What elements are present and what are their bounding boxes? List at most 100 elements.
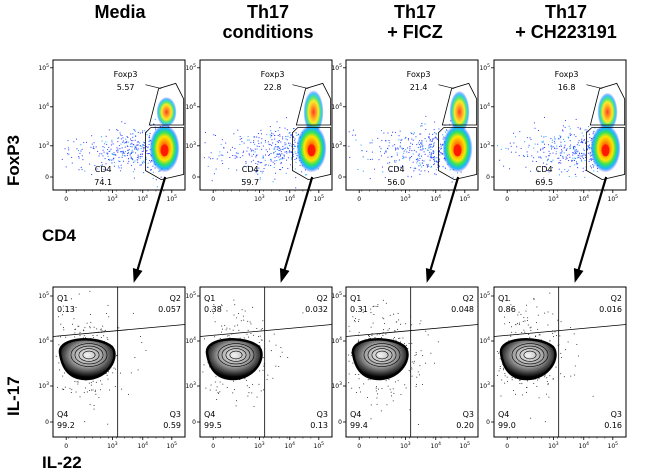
event-dot — [281, 157, 283, 159]
event-dot — [560, 141, 562, 143]
event-dot — [435, 174, 437, 176]
event-dot — [142, 130, 144, 132]
event-dot — [523, 156, 525, 158]
event-dot — [551, 139, 553, 141]
x-tick-label: 103 — [548, 441, 559, 450]
cd4-gate-name: CD4 — [95, 165, 112, 174]
event-dot — [121, 156, 123, 158]
event-dot — [431, 140, 433, 142]
event-dot — [435, 169, 437, 171]
event-dot — [89, 152, 91, 154]
event-dot — [137, 144, 139, 146]
event-dot — [145, 157, 147, 159]
event-dot — [102, 146, 104, 148]
event-dot — [64, 386, 66, 388]
event-dot — [424, 153, 426, 155]
tick-base: 10 — [285, 443, 293, 450]
event-dot — [580, 141, 582, 143]
event-dot — [574, 157, 576, 159]
event-dot — [525, 310, 527, 312]
event-dot — [136, 144, 138, 146]
event-dot — [359, 391, 361, 393]
event-dot — [420, 164, 422, 166]
event-dot — [560, 136, 562, 138]
x-tick-label: 0 — [64, 443, 68, 450]
event-dot — [280, 151, 282, 153]
event-dot — [590, 167, 592, 169]
event-dot — [575, 175, 577, 177]
event-dot — [511, 331, 513, 333]
event-dot — [370, 312, 372, 313]
event-dot — [564, 169, 566, 171]
event-dot — [107, 378, 109, 380]
tick-base: 10 — [314, 443, 322, 450]
event-dot — [562, 125, 564, 127]
event-dot — [248, 139, 250, 141]
event-dot — [559, 137, 561, 139]
event-dot — [385, 302, 387, 304]
event-dot — [100, 331, 102, 333]
event-dot — [558, 344, 560, 346]
event-dot — [394, 161, 396, 163]
event-dot — [349, 330, 351, 332]
event-dot — [107, 155, 109, 157]
event-dot — [409, 157, 411, 159]
event-dot — [572, 146, 574, 148]
event-dot — [143, 161, 145, 163]
event-dot — [511, 379, 513, 381]
event-dot — [443, 136, 445, 138]
event-dot — [130, 133, 132, 135]
event-dot — [236, 317, 238, 319]
event-dot — [424, 138, 426, 140]
event-dot — [262, 357, 264, 359]
event-dot — [144, 130, 146, 132]
event-dot — [558, 162, 560, 164]
event-dot — [425, 148, 427, 150]
event-dot — [362, 156, 364, 158]
event-dot — [433, 159, 435, 161]
event-dot — [281, 153, 283, 155]
event-dot — [574, 150, 576, 152]
event-dot — [562, 157, 564, 159]
event-dot — [90, 146, 92, 148]
event-dot — [559, 335, 561, 337]
event-dot — [589, 158, 591, 160]
event-dot — [119, 148, 121, 150]
event-dot — [268, 340, 270, 342]
event-dot — [398, 135, 400, 137]
event-dot — [158, 170, 160, 172]
event-dot — [572, 152, 574, 154]
event-dot — [130, 372, 132, 374]
quadrant-q2-value: 0.057 — [158, 305, 181, 314]
event-dot — [515, 151, 517, 153]
event-dot — [584, 129, 586, 131]
quadrant-q4-value: 99.0 — [498, 421, 516, 430]
event-dot — [579, 128, 581, 130]
event-dot — [383, 329, 385, 331]
foxp3-gate — [441, 82, 478, 126]
event-dot — [293, 127, 295, 129]
event-dot — [264, 154, 266, 156]
column-title-th17-conditions: Th17 conditions — [193, 2, 343, 42]
event-dot — [152, 177, 154, 179]
event-dot — [127, 152, 129, 154]
event-dot — [410, 142, 412, 144]
event-dot — [60, 336, 61, 338]
event-dot — [392, 400, 394, 402]
event-dot — [348, 373, 350, 375]
event-dot — [112, 159, 114, 161]
event-dot — [561, 152, 563, 154]
tick-base: 10 — [38, 104, 46, 111]
event-dot — [519, 379, 521, 381]
event-dot — [257, 170, 259, 172]
event-dot — [436, 157, 438, 159]
event-dot — [403, 157, 405, 159]
event-dot — [141, 150, 143, 152]
event-dot — [136, 156, 138, 158]
event-dot — [388, 145, 390, 147]
event-dot — [420, 350, 422, 352]
event-dot — [256, 154, 258, 156]
event-dot — [400, 139, 402, 141]
event-dot — [426, 165, 428, 167]
event-dot — [503, 165, 505, 167]
